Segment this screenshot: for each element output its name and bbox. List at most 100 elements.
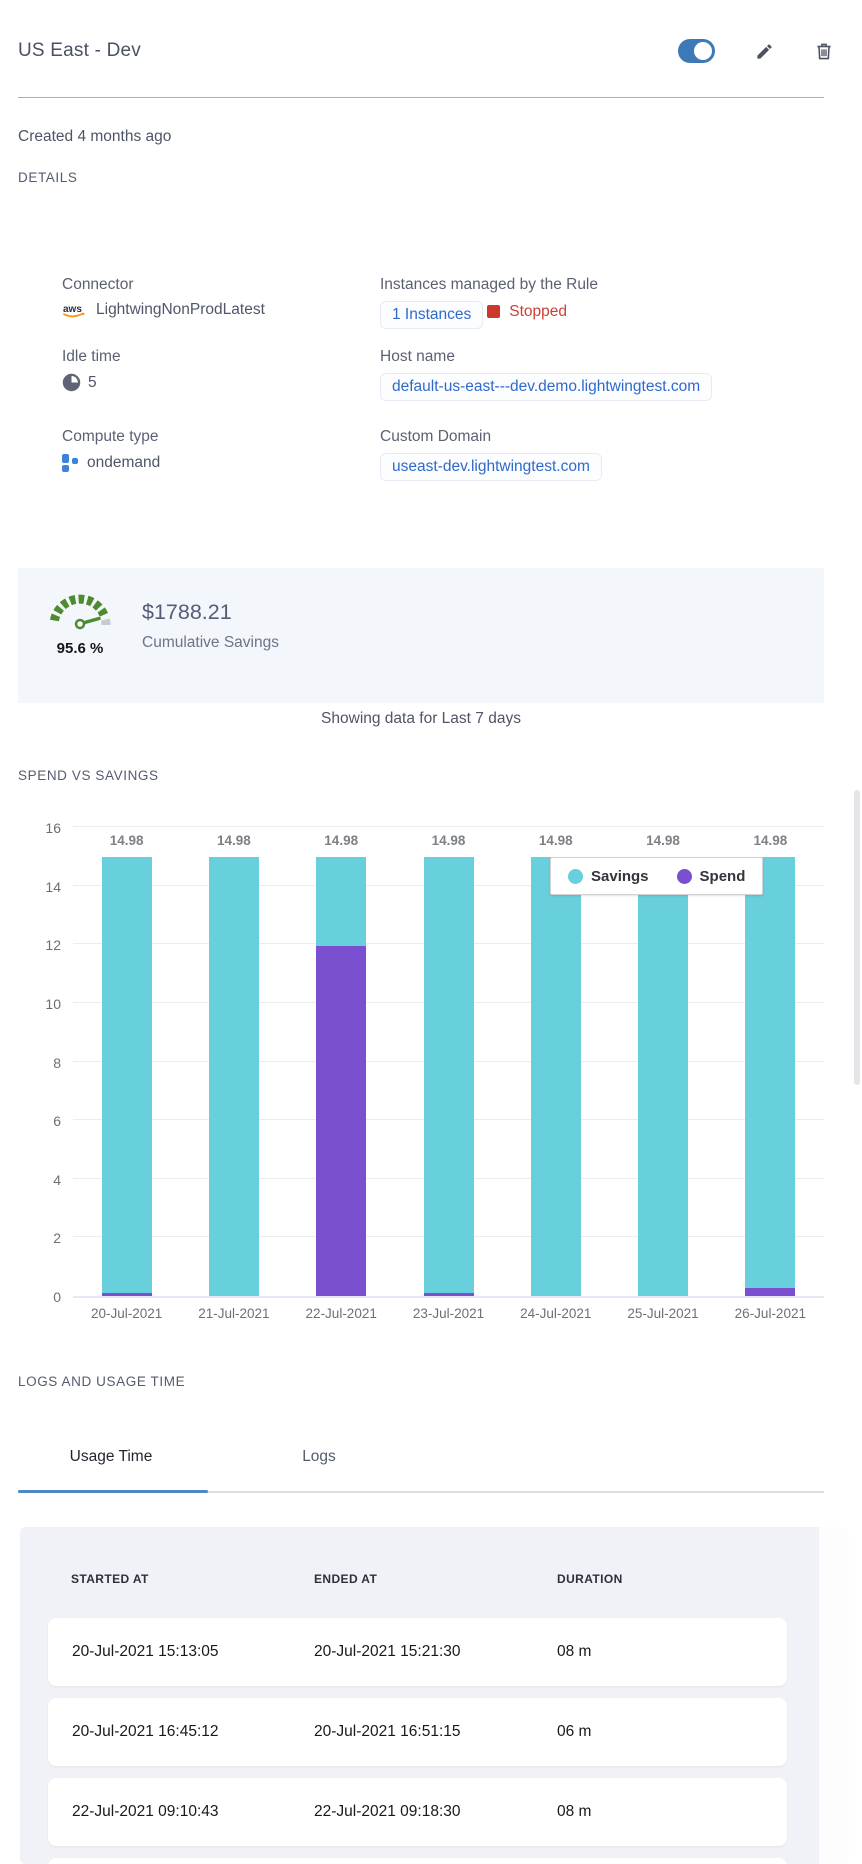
duration-value: 08 m: [557, 1643, 592, 1660]
legend-label: Spend: [699, 867, 746, 885]
usage-time-panel: STARTED AT ENDED AT DURATION 20-Jul-2021…: [20, 1527, 849, 1864]
savings-segment: [423, 856, 474, 1294]
duration-value: 06 m: [557, 1723, 592, 1740]
stacked-bar-23-Jul-2021: [423, 856, 474, 1296]
custom-domain-label: Custom Domain: [380, 428, 492, 445]
x-axis-label: 22-Jul-2021: [305, 1306, 377, 1321]
ended-at-value: 20-Jul-2021 15:21:30: [314, 1643, 461, 1660]
idle-time-label: Idle time: [62, 348, 121, 365]
logs-section-title: LOGS AND USAGE TIME: [18, 1374, 186, 1389]
spend-vs-savings-title: SPEND VS SAVINGS: [18, 768, 159, 783]
duration-value: 08 m: [557, 1803, 592, 1820]
stacked-bar-24-Jul-2021: [530, 856, 581, 1296]
tab-usage-time[interactable]: Usage Time: [69, 1448, 153, 1465]
gridline: [73, 826, 824, 827]
col-started-at: STARTED AT: [71, 1572, 149, 1586]
chart-x-axis-labels: 20-Jul-2021 21-Jul-2021 22-Jul-2021 23-Jul-…: [73, 1306, 824, 1321]
usage-row: 20-Jul-2021 16:45:12 20-Jul-2021 16:51:15…: [48, 1698, 787, 1766]
spend-vs-savings-chart: Savings Spend 0 2 4 6 8 10 12 14 16 14.98 14.98 14.9…: [45, 820, 824, 1305]
custom-domain-cell: Custom Domain useast-dev.lightwingtest.c…: [380, 428, 602, 481]
savings-amount: $1788.21: [142, 600, 232, 624]
stacked-bar-26-Jul-2021: [745, 856, 796, 1296]
legend-item-spend[interactable]: Spend: [676, 867, 746, 885]
x-axis-label: 26-Jul-2021: [734, 1306, 806, 1321]
host-name-label: Host name: [380, 348, 455, 365]
started-at-value: 20-Jul-2021 16:45:12: [72, 1723, 219, 1740]
instances-label: Instances managed by the Rule: [380, 276, 598, 293]
bar-value-label: 14.98: [109, 832, 144, 848]
col-duration: DURATION: [557, 1572, 623, 1586]
instances-link[interactable]: 1 Instances: [380, 301, 484, 329]
host-name-link[interactable]: default-us-east---dev.demo.lightwingtest…: [380, 373, 713, 401]
bar-value-label: 14.98: [646, 832, 680, 848]
connector-label: Connector: [62, 276, 134, 293]
savings-segment: [638, 856, 689, 1296]
stacked-bar-20-Jul-2021: [101, 856, 152, 1296]
clock-icon: [62, 373, 81, 392]
details-section-label: DETAILS: [18, 170, 78, 185]
toggle-knob: [694, 42, 712, 60]
savings-segment: [530, 856, 581, 1296]
period-note: Showing data for Last 7 days: [321, 710, 521, 727]
edit-pencil-icon[interactable]: [755, 42, 774, 61]
compute-squares-icon: [62, 453, 80, 472]
host-name-cell: Host name default-us-east---dev.demo.lig…: [380, 348, 713, 401]
page-scrollbar[interactable]: [854, 790, 860, 1085]
bar-value-label: 14.98: [538, 832, 573, 848]
compute-type-label: Compute type: [62, 428, 159, 445]
y-axis-tick: 0: [53, 1289, 61, 1305]
y-axis-tick: 2: [53, 1230, 61, 1247]
x-axis-label: 25-Jul-2021: [627, 1306, 699, 1321]
compute-type-value: ondemand: [87, 453, 161, 471]
connector-value: LightwingNonProdLatest: [96, 301, 265, 318]
stopped-status-text: Stopped: [509, 302, 568, 320]
bar-value-label: 14.98: [217, 832, 251, 848]
ended-at-value: 20-Jul-2021 16:51:15: [314, 1723, 461, 1740]
ended-at-value: 22-Jul-2021 09:18:30: [314, 1803, 461, 1820]
usage-row: 22-Jul-2021 09:10:43 22-Jul-2021 09:18:30…: [48, 1778, 787, 1846]
usage-row: 20-Jul-2021 15:13:05 20-Jul-2021 15:21:30…: [48, 1618, 787, 1686]
custom-domain-link[interactable]: useast-dev.lightwingtest.com: [380, 453, 602, 481]
savings-segment: [101, 856, 152, 1294]
savings-percent: 95.6 %: [56, 640, 104, 657]
idle-time-cell: Idle time 5: [62, 348, 121, 392]
stacked-bar-25-Jul-2021: [638, 856, 689, 1296]
chart-legend: Savings Spend: [550, 857, 764, 895]
y-axis-tick: 12: [45, 937, 61, 954]
savings-segment: [208, 856, 259, 1296]
legend-dot: [676, 868, 692, 884]
y-axis-tick: 16: [45, 820, 61, 836]
active-tab-indicator: [18, 1490, 208, 1493]
savings-gauge-icon: [49, 594, 111, 630]
spend-segment: [101, 1293, 152, 1296]
compute-type-cell: Compute type ondemand: [62, 428, 160, 472]
started-at-value: 22-Jul-2021 09:10:43: [72, 1803, 219, 1820]
page-title: US East - Dev: [18, 40, 141, 61]
y-axis-tick: 4: [53, 1171, 61, 1188]
savings-segment: [316, 856, 367, 946]
rule-enabled-toggle[interactable]: [678, 39, 715, 63]
y-axis-tick: 6: [53, 1113, 61, 1130]
started-at-value: 20-Jul-2021 15:13:05: [72, 1643, 219, 1660]
usage-row: [48, 1858, 787, 1864]
svg-text:aws: aws: [63, 304, 82, 315]
y-axis-tick: 10: [45, 995, 61, 1012]
x-axis-label: 23-Jul-2021: [412, 1306, 485, 1321]
cumulative-savings-card: 95.6 % $1788.21 Cumulative Savings: [18, 568, 824, 703]
legend-item-savings[interactable]: Savings: [568, 868, 649, 885]
savings-caption: Cumulative Savings: [142, 634, 279, 651]
stacked-bar-22-Jul-2021: [316, 856, 367, 1296]
tab-logs[interactable]: Logs: [302, 1448, 336, 1465]
y-axis-tick: 14: [45, 878, 61, 895]
created-ago-text: Created 4 months ago: [18, 128, 172, 145]
header: US East - Dev: [18, 36, 846, 66]
legend-dot: [568, 868, 583, 884]
delete-trash-icon[interactable]: [814, 41, 834, 62]
col-ended-at: ENDED AT: [314, 1572, 378, 1586]
bar-value-label: 14.98: [753, 832, 788, 848]
stacked-bar-21-Jul-2021: [208, 856, 259, 1296]
stopped-status-icon: [487, 305, 501, 318]
panel-scroll-gutter[interactable]: [819, 1527, 849, 1864]
spend-segment: [745, 1288, 796, 1296]
